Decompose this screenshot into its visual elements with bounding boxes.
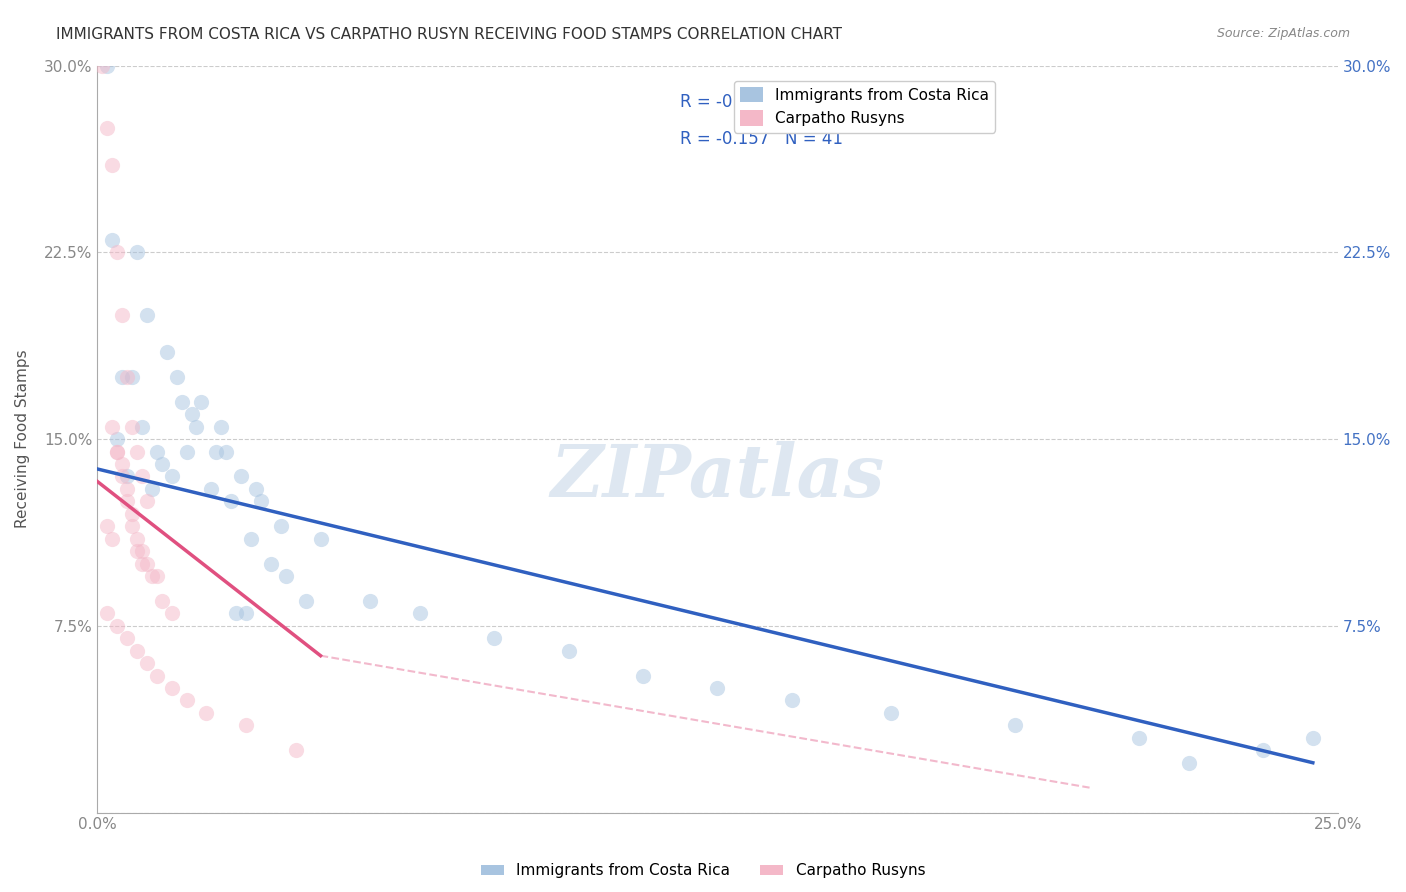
Point <box>225 607 247 621</box>
Point <box>111 369 134 384</box>
Point <box>170 394 193 409</box>
Point <box>146 569 169 583</box>
Text: R = -0.323   N = 49: R = -0.323 N = 49 <box>681 93 844 111</box>
Point <box>215 444 238 458</box>
Point <box>131 557 153 571</box>
Point <box>1128 731 1150 745</box>
Point <box>135 656 157 670</box>
Point <box>180 407 202 421</box>
Point <box>121 507 143 521</box>
Text: ZIPatlas: ZIPatlas <box>550 441 884 512</box>
Point <box>274 569 297 583</box>
Point <box>131 469 153 483</box>
Point <box>91 59 114 73</box>
Point <box>190 394 212 409</box>
Point <box>250 494 273 508</box>
Legend: Immigrants from Costa Rica, Carpatho Rusyns: Immigrants from Costa Rica, Carpatho Rus… <box>475 857 931 884</box>
Point <box>131 544 153 558</box>
Point <box>105 245 128 260</box>
Point <box>156 345 179 359</box>
Point <box>115 632 138 646</box>
Point <box>111 457 134 471</box>
Point <box>111 308 134 322</box>
Point <box>135 557 157 571</box>
Point <box>209 419 232 434</box>
Point <box>105 444 128 458</box>
Point <box>880 706 903 720</box>
Point <box>1004 718 1026 732</box>
Y-axis label: Receiving Food Stamps: Receiving Food Stamps <box>15 350 30 528</box>
Point <box>146 668 169 682</box>
Point <box>121 419 143 434</box>
Point <box>219 494 242 508</box>
Point <box>115 482 138 496</box>
Point <box>631 668 654 682</box>
Point <box>146 444 169 458</box>
Point <box>141 482 163 496</box>
Point <box>125 643 148 657</box>
Legend: Immigrants from Costa Rica, Carpatho Rusyns: Immigrants from Costa Rica, Carpatho Rus… <box>734 80 995 133</box>
Text: R = -0.157   N = 41: R = -0.157 N = 41 <box>681 130 844 148</box>
Text: Source: ZipAtlas.com: Source: ZipAtlas.com <box>1216 27 1350 40</box>
Point <box>135 308 157 322</box>
Point <box>160 469 183 483</box>
Point <box>125 444 148 458</box>
Point <box>1302 731 1324 745</box>
Text: IMMIGRANTS FROM COSTA RICA VS CARPATHO RUSYN RECEIVING FOOD STAMPS CORRELATION C: IMMIGRANTS FROM COSTA RICA VS CARPATHO R… <box>56 27 842 42</box>
Point <box>240 532 263 546</box>
Point <box>557 643 579 657</box>
Point <box>706 681 728 695</box>
Point <box>115 494 138 508</box>
Point <box>409 607 432 621</box>
Point <box>245 482 267 496</box>
Point <box>195 706 218 720</box>
Point <box>125 544 148 558</box>
Point <box>105 432 128 446</box>
Point <box>96 120 118 135</box>
Point <box>101 233 124 247</box>
Point <box>105 444 128 458</box>
Point <box>131 419 153 434</box>
Point <box>160 681 183 695</box>
Point <box>135 494 157 508</box>
Point <box>166 369 188 384</box>
Point <box>260 557 283 571</box>
Point <box>125 245 148 260</box>
Point <box>121 519 143 533</box>
Point <box>231 469 253 483</box>
Point <box>101 158 124 172</box>
Point <box>235 607 257 621</box>
Point <box>294 594 316 608</box>
Point <box>200 482 222 496</box>
Point <box>150 594 173 608</box>
Point <box>482 632 505 646</box>
Point <box>176 444 198 458</box>
Point <box>125 532 148 546</box>
Point <box>1251 743 1274 757</box>
Point <box>309 532 332 546</box>
Point <box>186 419 208 434</box>
Point <box>101 532 124 546</box>
Point <box>359 594 381 608</box>
Point <box>96 607 118 621</box>
Point <box>115 369 138 384</box>
Point <box>176 693 198 707</box>
Point <box>115 469 138 483</box>
Point <box>1178 756 1201 770</box>
Point <box>111 469 134 483</box>
Point <box>141 569 163 583</box>
Point <box>96 59 118 73</box>
Point <box>270 519 292 533</box>
Point <box>105 619 128 633</box>
Point <box>101 419 124 434</box>
Point <box>780 693 803 707</box>
Point <box>121 369 143 384</box>
Point <box>235 718 257 732</box>
Point <box>160 607 183 621</box>
Point <box>150 457 173 471</box>
Point <box>284 743 307 757</box>
Point <box>96 519 118 533</box>
Point <box>205 444 228 458</box>
